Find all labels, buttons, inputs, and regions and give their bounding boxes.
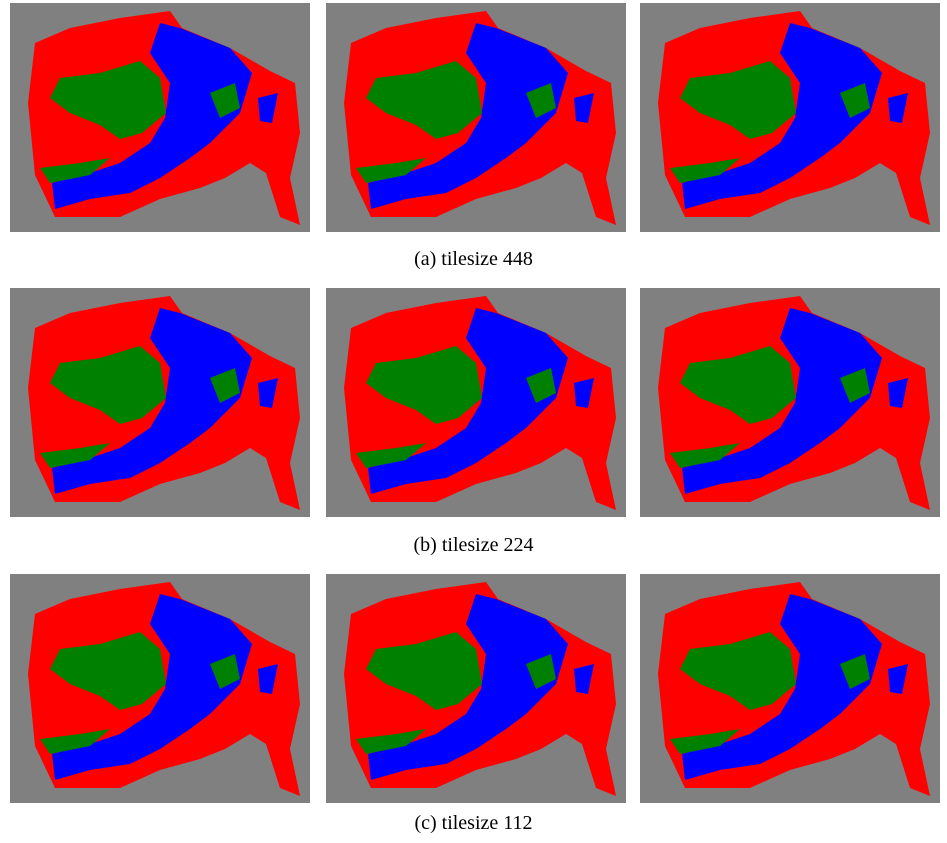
segmentation-map [326, 288, 626, 517]
segmentation-map [10, 3, 310, 232]
segmentation-map [640, 574, 940, 803]
segmentation-map [10, 574, 310, 803]
page: (a) tilesize 448 (b) tilesize 224 (c) ti… [0, 0, 947, 843]
caption: (a) tilesize 448 [0, 248, 947, 271]
segmentation-map [10, 288, 310, 517]
caption: (c) tilesize 112 [0, 812, 947, 835]
segmentation-map [640, 288, 940, 517]
segmentation-map [326, 574, 626, 803]
segmentation-map [326, 3, 626, 232]
caption: (b) tilesize 224 [0, 534, 947, 557]
segmentation-map [640, 3, 940, 232]
